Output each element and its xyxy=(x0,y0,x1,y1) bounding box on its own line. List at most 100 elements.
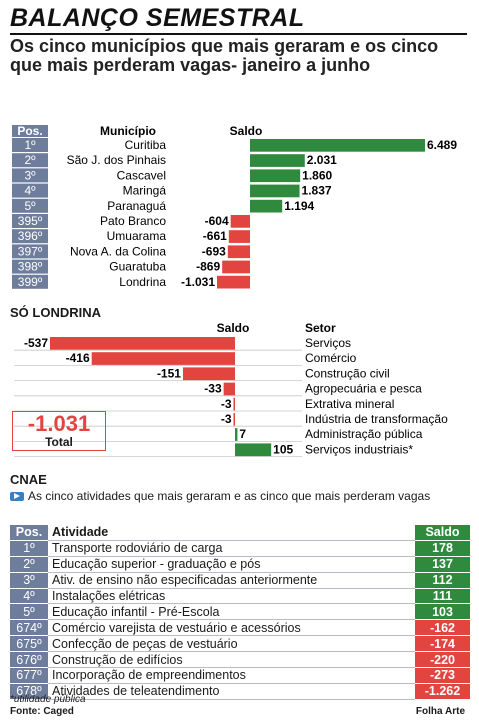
category-label: Agropecuária e pesca xyxy=(305,382,422,396)
data-label: -416 xyxy=(66,351,90,365)
data-label: -3 xyxy=(221,412,232,426)
cnae-section-title: CNAE xyxy=(10,472,47,487)
position-label: 5º xyxy=(10,603,48,621)
position-label: 1º xyxy=(10,540,48,557)
bar-positive xyxy=(250,199,283,213)
category-label: Nova A. da Colina xyxy=(70,244,166,258)
category-label: Umuarama xyxy=(107,229,167,243)
arrow-right-icon xyxy=(10,492,24,502)
data-label: 1.194 xyxy=(284,199,314,213)
activity-label: Educação infantil - Pré-Escola xyxy=(48,603,415,621)
saldo-value: 103 xyxy=(415,603,470,621)
category-label: Guaratuba xyxy=(109,260,166,274)
bar-negative xyxy=(50,337,235,350)
municipios-chart: Pos. Município Saldo 1º Curitiba 6.489 2º São J… xyxy=(12,124,457,289)
position-label: 399º xyxy=(18,275,43,289)
header-saldo: Saldo xyxy=(217,321,250,335)
position-badge xyxy=(12,274,48,289)
position-label: 397º xyxy=(18,244,43,258)
saldo-value: -220 xyxy=(415,651,470,669)
data-label: -33 xyxy=(204,382,222,396)
position-label: 674º xyxy=(10,619,48,637)
category-label: Administração pública xyxy=(305,427,423,441)
table-row: 2º Educação superior - graduação e pós 137 xyxy=(10,556,470,573)
position-label: 5º xyxy=(24,199,36,213)
category-label: Cascavel xyxy=(117,168,166,182)
position-badge xyxy=(12,244,48,259)
position-label: 678º xyxy=(10,683,48,700)
cnae-table: Pos. Atividade Saldo 1º Transporte rodovi… xyxy=(10,525,470,700)
cnae-header-saldo: Saldo xyxy=(415,525,470,541)
activity-label: Incorporação de empreendimentos xyxy=(48,667,415,684)
bar-negative xyxy=(182,367,235,381)
saldo-value: 178 xyxy=(415,540,470,557)
cnae-note-text: As cinco atividades que mais geraram e a… xyxy=(28,489,431,503)
category-label: Maringá xyxy=(123,184,167,198)
cnae-header-row: Pos. Atividade Saldo xyxy=(10,525,470,541)
total-value: -1.031 xyxy=(27,411,91,436)
table-row: 677º Incorporação de empreendimentos -273 xyxy=(10,667,470,684)
position-badge xyxy=(12,153,48,168)
table-row: 5º Educação infantil - Pré-Escola 103 xyxy=(10,603,470,621)
bar-positive xyxy=(235,428,238,441)
position-label: 2º xyxy=(10,556,48,573)
position-badge xyxy=(12,183,48,198)
category-label: Comércio xyxy=(305,351,357,365)
data-label: -693 xyxy=(202,244,226,258)
position-label: 396º xyxy=(18,229,43,243)
bar-negative xyxy=(217,275,250,289)
position-badge xyxy=(12,198,48,213)
source-label: Fonte: Caged xyxy=(10,706,74,717)
position-label: 3º xyxy=(24,168,36,182)
data-label: -869 xyxy=(196,260,220,274)
header-setor: Setor xyxy=(305,321,336,335)
londrina-section-title: SÓ LONDRINA xyxy=(10,305,101,320)
bar-negative xyxy=(228,230,250,243)
table-row: 1º Transporte rodoviário de carga 178 xyxy=(10,540,470,557)
position-badge xyxy=(12,214,48,228)
data-label: -537 xyxy=(24,336,48,350)
header-municipio: Município xyxy=(100,124,156,138)
position-label: 1º xyxy=(24,138,36,152)
data-label: 1.837 xyxy=(302,184,332,198)
position-label: 675º xyxy=(10,635,48,653)
credit-label: Folha Arte xyxy=(415,706,465,717)
position-label: 398º xyxy=(18,260,43,274)
bar-negative xyxy=(91,352,235,365)
position-label: 2º xyxy=(24,153,36,167)
position-label: 4º xyxy=(10,588,48,605)
activity-label: Construção de edifícios xyxy=(48,651,415,669)
footnote: *utilidade pública xyxy=(10,694,86,705)
position-label: 3º xyxy=(10,572,48,589)
category-label: Serviços xyxy=(305,336,351,350)
bar-negative xyxy=(222,260,250,274)
activity-label: Confecção de peças de vestuário xyxy=(48,635,415,653)
data-label: 2.031 xyxy=(307,153,337,167)
data-label: 1.860 xyxy=(302,168,332,182)
activity-label: Instalações elétricas xyxy=(48,588,415,605)
position-badge xyxy=(12,138,48,152)
position-label: 676º xyxy=(10,651,48,669)
total-label: Total xyxy=(45,435,73,449)
data-label: -3 xyxy=(221,397,232,411)
category-label: Londrina xyxy=(119,275,166,289)
category-label: Pato Branco xyxy=(100,214,166,228)
header-saldo: Saldo xyxy=(230,124,263,138)
cnae-header-atividade: Atividade xyxy=(48,525,415,541)
page-title: BALANÇO SEMESTRAL xyxy=(10,4,305,32)
bar-negative xyxy=(223,382,235,396)
category-label: Indústria de transformação xyxy=(305,412,448,426)
data-label: 6.489 xyxy=(427,138,457,152)
total-box: -1.031 Total xyxy=(12,411,106,451)
table-row: 675º Confecção de peças de vestuário -174 xyxy=(10,635,470,653)
page-subtitle: Os cinco municípios que mais geraram e o… xyxy=(10,36,439,75)
data-label: -1.031 xyxy=(181,275,215,289)
saldo-value: 112 xyxy=(415,572,470,589)
cnae-note: As cinco atividades que mais geraram e a… xyxy=(10,489,470,503)
saldo-value: 137 xyxy=(415,556,470,573)
bar-negative xyxy=(233,397,235,411)
saldo-value: 111 xyxy=(415,588,470,605)
londrina-chart: Saldo Setor -537 Serviços -416 Comércio -151 Co… xyxy=(14,321,448,458)
position-badge xyxy=(12,259,48,274)
position-label: 4º xyxy=(24,184,36,198)
